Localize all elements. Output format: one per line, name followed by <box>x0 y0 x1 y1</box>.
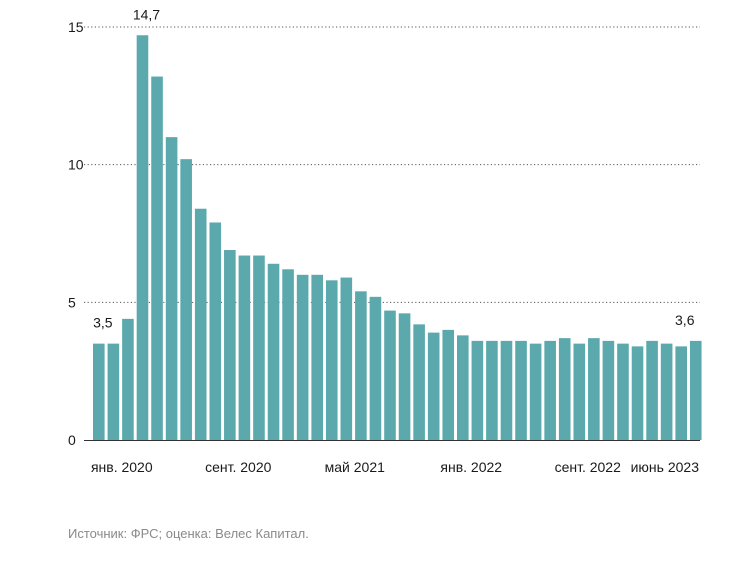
bar <box>296 274 309 440</box>
bar <box>471 340 484 440</box>
bar <box>384 310 396 440</box>
bar <box>369 296 382 440</box>
bars <box>93 35 702 440</box>
bar <box>180 159 192 440</box>
bar <box>267 263 280 440</box>
bar <box>238 255 251 440</box>
bar <box>617 343 629 440</box>
x-tick-label: янв. 2020 <box>91 459 153 475</box>
bar <box>486 340 498 440</box>
bar <box>573 343 586 440</box>
bar <box>122 318 134 440</box>
bar <box>93 343 105 440</box>
y-tick-label: 0 <box>68 432 76 448</box>
bar <box>165 137 178 440</box>
data-label: 3,6 <box>675 312 695 328</box>
labels: 0 5 10 15 янв. 2020 сент. 2020 май 2021 янв. 20… <box>68 6 699 475</box>
bar <box>282 269 294 440</box>
bar <box>500 340 513 440</box>
bar <box>558 338 571 440</box>
x-tick-label: сент. 2020 <box>205 459 272 475</box>
data-label: 14,7 <box>133 6 160 22</box>
y-tick-label: 10 <box>68 157 84 173</box>
bar <box>660 343 673 440</box>
bar <box>646 340 658 440</box>
x-tick-label: янв. 2022 <box>440 459 502 475</box>
bar <box>689 340 702 440</box>
bar <box>355 291 367 440</box>
bar <box>588 338 600 440</box>
bar <box>442 329 455 440</box>
bar <box>107 343 120 440</box>
y-tick-label: 15 <box>68 19 84 35</box>
x-tick-label: сент. 2022 <box>555 459 622 475</box>
bar <box>311 274 323 440</box>
y-tick-label: 5 <box>68 294 76 310</box>
bar <box>340 277 353 440</box>
bar <box>209 222 222 440</box>
bar <box>398 313 411 440</box>
bar <box>151 76 163 440</box>
bar <box>602 340 615 440</box>
bar <box>457 335 469 440</box>
bar <box>194 208 207 440</box>
bar <box>253 255 265 440</box>
x-tick-label: май 2021 <box>325 459 385 475</box>
bar <box>427 332 440 440</box>
bar <box>631 346 644 440</box>
bar <box>544 340 556 440</box>
bar <box>325 280 338 440</box>
bar <box>224 250 236 440</box>
bar <box>136 35 149 440</box>
bar <box>413 324 425 440</box>
data-label: 3,5 <box>93 315 113 331</box>
bar <box>529 343 542 440</box>
bar <box>515 340 527 440</box>
x-tick-label: июнь 2023 <box>631 459 700 475</box>
bar <box>675 346 687 440</box>
source-note: Источник: ФРС; оценка: Велес Капитал. <box>68 526 309 541</box>
